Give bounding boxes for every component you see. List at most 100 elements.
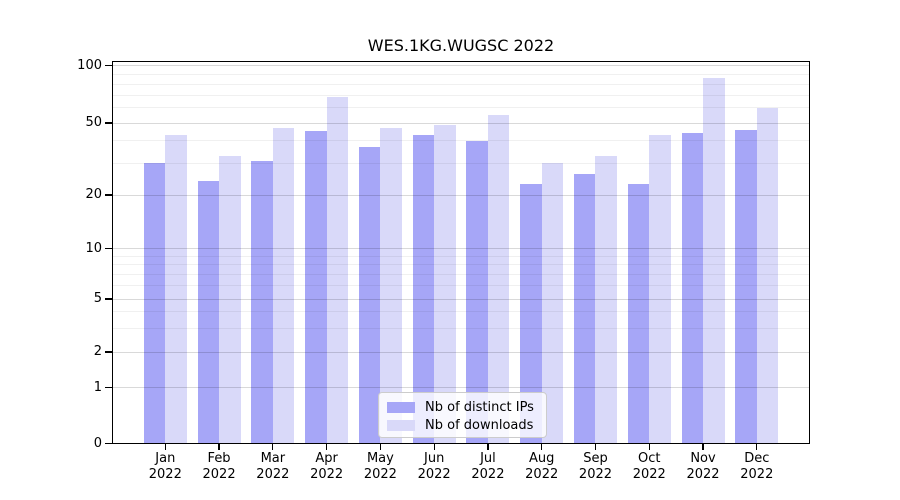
x-axis-year: 2022: [310, 467, 344, 482]
x-axis-tick-label: Feb 2022: [191, 451, 247, 483]
major-gridline: [112, 351, 810, 353]
x-axis-month: Jul: [480, 451, 496, 466]
x-axis-year: 2022: [202, 467, 236, 482]
x-axis-tick-mark: [433, 444, 435, 450]
minor-gridline: [112, 273, 810, 275]
legend-label-downloads: Nb of downloads: [425, 417, 534, 433]
x-axis-tick-mark: [594, 444, 597, 450]
chart-title: WES.1KG.WUGSC 2022: [367, 36, 555, 55]
y-axis-tick-mark: [105, 386, 112, 389]
bar-nb-of-downloads-feb: [219, 155, 241, 444]
x-axis-month: Oct: [638, 451, 661, 466]
legend-swatch-distinct-ips: [387, 401, 415, 413]
x-axis-month: Nov: [690, 451, 716, 466]
y-axis-tick-label: 2: [93, 344, 102, 359]
x-axis-tick-mark: [164, 444, 166, 450]
x-axis-year: 2022: [578, 467, 613, 482]
bar-nb-of-distinct-ips-jan: [143, 163, 166, 444]
major-gridline: [112, 194, 810, 196]
x-axis-tick-label: Apr 2022: [299, 451, 355, 483]
bar-nb-of-distinct-ips-may: [358, 146, 381, 444]
x-axis-month: Feb: [207, 451, 231, 466]
major-gridline: [112, 387, 810, 388]
y-axis-tick-label: 1: [93, 379, 102, 395]
x-axis-tick-label: Sep 2022: [567, 451, 623, 483]
minor-gridline: [112, 73, 810, 75]
x-axis-month: Jun: [424, 451, 445, 466]
x-axis-month: Sep: [583, 451, 608, 466]
bar-nb-of-downloads-sep: [595, 155, 617, 444]
bar-nb-of-distinct-ips-feb: [197, 180, 220, 444]
y-axis-tick-mark: [105, 194, 112, 196]
x-axis-year: 2022: [525, 467, 559, 482]
y-axis-tick-mark: [105, 351, 112, 353]
x-axis-tick-mark: [541, 444, 543, 450]
bar-nb-of-downloads-jan: [165, 134, 187, 444]
x-axis-month: Aug: [529, 451, 555, 466]
x-axis-month: Mar: [260, 451, 286, 466]
bar-nb-of-downloads-may: [380, 127, 402, 444]
x-axis-year: 2022: [686, 467, 720, 482]
y-axis-tick-label: 5: [93, 291, 102, 306]
bar-nb-of-downloads-nov: [703, 78, 725, 444]
x-axis-month: Apr: [315, 451, 338, 466]
legend-label-distinct-ips: Nb of distinct IPs: [425, 399, 534, 415]
x-axis-tick-label: Jul 2022: [460, 451, 516, 483]
x-axis-tick-mark: [379, 444, 381, 450]
x-axis-tick-label: Jan 2022: [137, 451, 193, 483]
minor-gridline: [112, 94, 810, 96]
x-axis-year: 2022: [256, 467, 290, 482]
x-axis-year: 2022: [632, 467, 666, 482]
y-axis-tick-mark: [105, 64, 112, 67]
x-axis-year: 2022: [471, 467, 505, 482]
major-gridline: [112, 298, 810, 300]
minor-gridline: [112, 107, 810, 109]
minor-gridline: [112, 328, 810, 330]
major-gridline: [112, 122, 810, 124]
x-axis-tick-mark: [702, 444, 704, 450]
plot-border: [112, 61, 810, 444]
bar-nb-of-distinct-ips-oct: [627, 184, 650, 444]
x-axis-tick-label: Dec 2022: [729, 451, 785, 483]
legend-item-distinct-ips: Nb of distinct IPs: [387, 398, 546, 416]
bar-nb-of-downloads-mar: [272, 127, 295, 444]
minor-gridline: [112, 83, 810, 85]
x-axis-year: 2022: [740, 467, 774, 482]
major-gridline: [112, 65, 810, 66]
x-axis-tick-label: Jun 2022: [406, 451, 462, 483]
x-axis-tick-label: Oct 2022: [621, 451, 677, 483]
x-axis-month: May: [366, 451, 394, 466]
minor-gridline: [112, 162, 810, 164]
bar-nb-of-distinct-ips-jun: [412, 134, 435, 444]
x-axis-year: 2022: [417, 467, 451, 482]
bar-nb-of-distinct-ips-mar: [251, 160, 273, 444]
y-axis-tick-label: 100: [77, 57, 102, 73]
x-axis-year: 2022: [148, 467, 182, 482]
bar-nb-of-distinct-ips-apr: [305, 131, 327, 444]
bar-nb-of-downloads-dec: [756, 107, 779, 444]
bar-nb-of-distinct-ips-nov: [681, 133, 704, 444]
x-axis-tick-mark: [487, 444, 489, 450]
x-axis-tick-label: Nov 2022: [675, 451, 731, 483]
bar-nb-of-downloads-oct: [649, 134, 671, 444]
bar-nb-of-distinct-ips-sep: [573, 174, 596, 444]
minor-gridline: [112, 255, 810, 257]
x-axis-year: 2022: [363, 467, 397, 482]
bar-nb-of-downloads-apr: [326, 97, 349, 444]
y-axis-tick-mark: [105, 122, 112, 124]
y-axis-tick-mark: [105, 298, 112, 300]
bar-nb-of-distinct-ips-dec: [735, 129, 757, 444]
y-axis-tick-mark: [105, 247, 112, 250]
minor-gridline: [112, 285, 810, 287]
bar-nb-of-downloads-jun: [434, 124, 456, 444]
x-axis-tick-mark: [326, 444, 328, 450]
legend: Nb of distinct IPs Nb of downloads: [378, 392, 547, 438]
major-gridline: [112, 248, 810, 249]
bar-nb-of-downloads-aug: [541, 163, 564, 444]
x-axis-tick-mark: [272, 444, 274, 450]
bar-nb-of-distinct-ips-aug: [520, 184, 542, 444]
legend-swatch-downloads: [387, 419, 415, 431]
x-axis-tick-mark: [756, 444, 758, 450]
y-axis-tick-label: 20: [85, 187, 102, 202]
